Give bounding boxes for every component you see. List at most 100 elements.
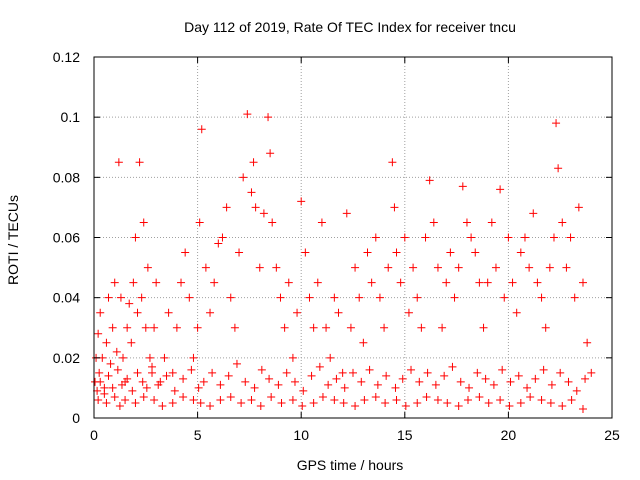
data-point bbox=[168, 398, 177, 407]
data-point bbox=[266, 149, 275, 158]
data-point bbox=[104, 293, 113, 302]
data-point bbox=[139, 392, 148, 401]
data-point bbox=[119, 353, 128, 362]
data-point bbox=[463, 395, 472, 404]
data-point bbox=[413, 398, 422, 407]
data-point bbox=[301, 248, 310, 257]
data-point bbox=[407, 365, 416, 374]
data-point bbox=[533, 278, 542, 287]
data-point bbox=[129, 278, 138, 287]
data-point bbox=[142, 383, 151, 392]
ticks: 0 5 10 15 20 25 0 0.02 0.04 0.06 0.08 0.1 0.12 bbox=[53, 49, 620, 443]
data-point bbox=[100, 389, 109, 398]
data-point bbox=[131, 233, 140, 242]
data-point bbox=[230, 323, 239, 332]
data-point bbox=[282, 368, 291, 377]
data-point bbox=[506, 377, 515, 386]
data-point bbox=[487, 218, 496, 227]
data-point bbox=[288, 395, 297, 404]
y-tick-label: 0.08 bbox=[53, 169, 80, 185]
data-point bbox=[280, 323, 289, 332]
data-point bbox=[351, 401, 360, 410]
data-point bbox=[133, 368, 142, 377]
data-point bbox=[375, 293, 384, 302]
data-point bbox=[391, 383, 400, 392]
data-point bbox=[110, 278, 119, 287]
data-point bbox=[139, 218, 148, 227]
data-point bbox=[226, 293, 235, 302]
data-point bbox=[250, 383, 259, 392]
data-point bbox=[218, 233, 227, 242]
data-point bbox=[429, 218, 438, 227]
data-point bbox=[222, 203, 231, 212]
data-point bbox=[267, 392, 276, 401]
data-point bbox=[340, 383, 349, 392]
data-point bbox=[189, 395, 198, 404]
data-point bbox=[309, 398, 318, 407]
data-point bbox=[567, 395, 576, 404]
data-point bbox=[224, 371, 233, 380]
data-point bbox=[349, 368, 357, 377]
data-point bbox=[400, 233, 409, 242]
data-point bbox=[257, 365, 266, 374]
data-point bbox=[94, 329, 103, 338]
data-point bbox=[431, 380, 440, 389]
data-point bbox=[496, 395, 505, 404]
data-point bbox=[324, 380, 333, 389]
data-point bbox=[443, 398, 452, 407]
data-point bbox=[481, 374, 490, 383]
data-point bbox=[473, 368, 482, 377]
data-point bbox=[529, 209, 538, 218]
data-point bbox=[256, 401, 265, 410]
data-point bbox=[96, 308, 105, 317]
data-point bbox=[274, 380, 283, 389]
data-point bbox=[299, 386, 308, 395]
data-point bbox=[241, 377, 250, 386]
data-point bbox=[390, 203, 399, 212]
data-point bbox=[150, 323, 159, 332]
data-point bbox=[433, 263, 442, 272]
data-point bbox=[465, 383, 474, 392]
data-point bbox=[162, 371, 171, 380]
data-point bbox=[102, 338, 111, 347]
data-point bbox=[562, 263, 571, 272]
data-point bbox=[104, 371, 113, 380]
data-point bbox=[531, 374, 540, 383]
data-point bbox=[179, 374, 188, 383]
data-point bbox=[170, 386, 179, 395]
data-point bbox=[566, 233, 575, 242]
data-point bbox=[541, 323, 550, 332]
data-point bbox=[491, 263, 500, 272]
data-point bbox=[334, 308, 343, 317]
data-point bbox=[367, 278, 376, 287]
data-point bbox=[131, 398, 140, 407]
data-point bbox=[537, 395, 546, 404]
data-point bbox=[556, 368, 565, 377]
data-point bbox=[160, 353, 169, 362]
data-point bbox=[475, 278, 484, 287]
data-point bbox=[504, 233, 513, 242]
data-point bbox=[272, 263, 281, 272]
data-point bbox=[516, 248, 525, 257]
data-point bbox=[189, 353, 198, 362]
data-point bbox=[243, 110, 252, 119]
data-point bbox=[422, 392, 431, 401]
data-point bbox=[113, 365, 122, 374]
data-point bbox=[226, 392, 235, 401]
data-point bbox=[442, 278, 451, 287]
data-point bbox=[154, 380, 163, 389]
data-point bbox=[332, 374, 341, 383]
data-point bbox=[448, 362, 457, 371]
data-point bbox=[564, 377, 573, 386]
data-point bbox=[284, 278, 293, 287]
data-point bbox=[95, 368, 104, 377]
data-point bbox=[150, 395, 159, 404]
data-point bbox=[537, 293, 546, 302]
data-point bbox=[371, 233, 380, 242]
data-point bbox=[206, 308, 215, 317]
data-point bbox=[137, 293, 146, 302]
data-point bbox=[216, 395, 225, 404]
data-point bbox=[342, 209, 351, 218]
data-point bbox=[417, 323, 426, 332]
